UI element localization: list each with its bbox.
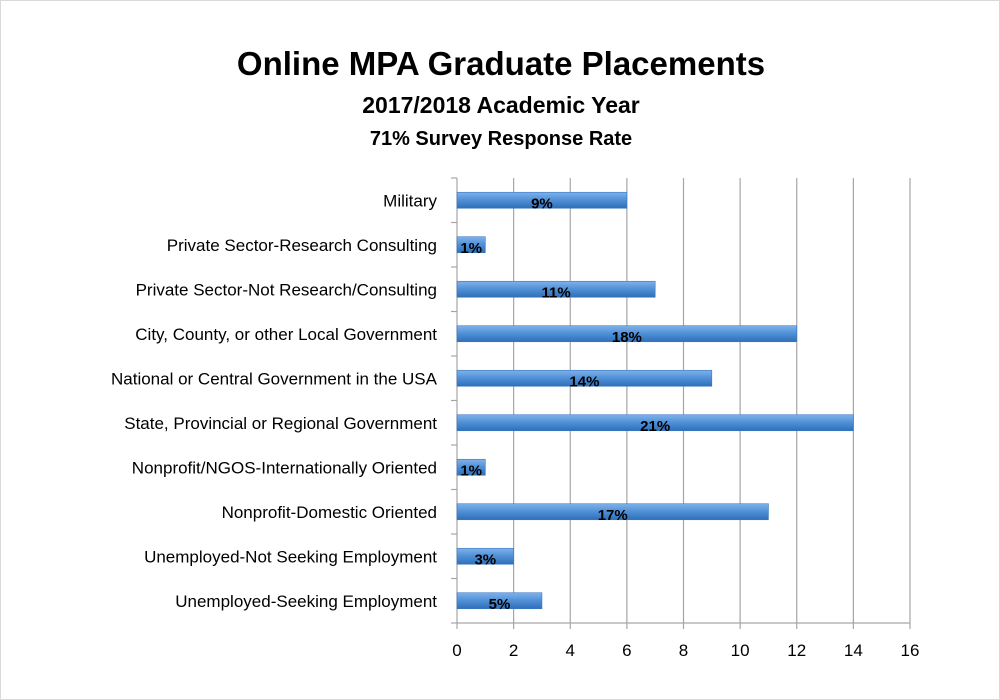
category-label: City, County, or other Local Government: [135, 325, 437, 344]
bar: [456, 414, 854, 432]
x-tick-label: 12: [787, 641, 806, 660]
category-label: State, Provincial or Regional Government: [124, 414, 437, 433]
x-tick-labels: 0 2 4 6 8 10 12 14 16: [452, 641, 919, 660]
category-label: Nonprofit/NGOS-Internationally Oriented: [132, 458, 437, 477]
category-label: Private Sector-Research Consulting: [167, 236, 437, 255]
chart-note: 71% Survey Response Rate: [369, 128, 633, 150]
data-label: 9%: [531, 195, 553, 212]
data-label: 17%: [598, 507, 628, 524]
bar: [456, 325, 798, 343]
data-label: 5%: [489, 596, 511, 613]
category-label: Unemployed-Not Seeking Employment: [144, 547, 437, 566]
x-tick-label: 8: [679, 641, 688, 660]
x-tick-label: 6: [622, 641, 631, 660]
data-label: 21%: [640, 418, 670, 435]
x-tick-label: 2: [509, 641, 518, 660]
data-labels: 9% 1% 11% 18% 14% 21% 1% 17% 3% 5%: [460, 195, 670, 613]
bar: [456, 503, 769, 521]
chart-title: Online MPA Graduate Placements: [236, 45, 766, 82]
category-label: Nonprofit-Domestic Oriented: [222, 503, 437, 522]
bar: [456, 280, 656, 298]
category-label: Private Sector-Not Research/Consulting: [136, 280, 437, 299]
bars: [456, 191, 854, 610]
data-label: 1%: [460, 462, 482, 479]
data-label: 3%: [474, 551, 496, 568]
x-tick-label: 14: [844, 641, 863, 660]
data-label: 14%: [569, 373, 599, 390]
x-tick-label: 10: [731, 641, 750, 660]
bar: [456, 369, 713, 387]
bar: [456, 592, 543, 610]
x-tick-label: 4: [566, 641, 575, 660]
x-tick-label: 16: [901, 641, 920, 660]
data-label: 1%: [460, 240, 482, 257]
category-label: Military: [383, 191, 437, 210]
gridlines: [513, 178, 911, 623]
data-label: 11%: [541, 284, 570, 301]
data-label: 18%: [612, 329, 642, 346]
category-labels: Military Private Sector-Research Consulti…: [111, 191, 438, 611]
bar: [456, 547, 514, 565]
bar: [456, 458, 486, 476]
bar: [456, 236, 486, 254]
x-tick-label: 0: [452, 641, 461, 660]
chart-subtitle: 2017/2018 Academic Year: [362, 92, 640, 118]
category-label: Unemployed-Seeking Employment: [175, 592, 437, 611]
category-label: National or Central Government in the US…: [111, 369, 438, 388]
axes: [451, 177, 911, 629]
bar: [456, 191, 628, 209]
